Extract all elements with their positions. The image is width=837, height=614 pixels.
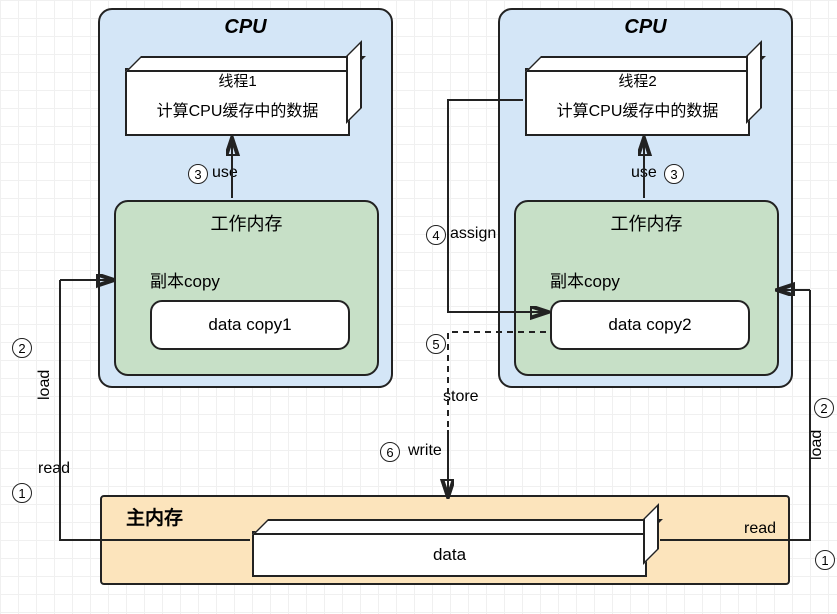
- copy2-label: 副本copy: [550, 267, 620, 292]
- lbl-use-right: use: [631, 164, 657, 182]
- thread1-cube: 线程1 计算CPU缓存中的数据: [125, 68, 350, 136]
- lbl-load-right: load: [808, 430, 826, 460]
- lbl-read-right: read: [744, 520, 776, 538]
- cpu2-title: CPU: [500, 16, 791, 39]
- workmem2-title: 工作内存: [516, 210, 777, 236]
- cpu1-title: CPU: [100, 16, 391, 39]
- lbl-load-left: load: [36, 370, 54, 400]
- main-memory: 主内存 data: [100, 495, 790, 585]
- num-write: 6: [380, 442, 400, 462]
- thread1-text: 计算CPU缓存中的数据: [127, 97, 348, 121]
- num-use-right: 3: [664, 164, 684, 184]
- num-use-left: 3: [188, 164, 208, 184]
- cpu-box-2: CPU 线程2 计算CPU缓存中的数据 工作内存 副本copy data cop…: [498, 8, 793, 388]
- copy1-box: data copy1: [150, 300, 350, 350]
- lbl-use-left: use: [212, 164, 238, 182]
- num-load-left: 2: [12, 338, 32, 358]
- workmem1: 工作内存 副本copy data copy1: [114, 200, 379, 376]
- workmem1-title: 工作内存: [116, 210, 377, 236]
- data-cube: data: [252, 531, 647, 577]
- num-load-right: 2: [814, 398, 834, 418]
- thread2-text: 计算CPU缓存中的数据: [527, 97, 748, 121]
- lbl-store: store: [443, 388, 479, 406]
- copy1-label: 副本copy: [150, 267, 220, 292]
- thread1-label: 线程1: [127, 70, 348, 91]
- thread2-cube: 线程2 计算CPU缓存中的数据: [525, 68, 750, 136]
- num-read-right: 1: [815, 550, 835, 570]
- data-label: data: [254, 533, 645, 577]
- thread2-label: 线程2: [527, 70, 748, 91]
- cpu-box-1: CPU 线程1 计算CPU缓存中的数据 工作内存 副本copy data cop…: [98, 8, 393, 388]
- workmem2: 工作内存 副本copy data copy2: [514, 200, 779, 376]
- num-assign: 4: [426, 225, 446, 245]
- lbl-read-left: read: [38, 460, 70, 478]
- num-read-left: 1: [12, 483, 32, 503]
- num-store: 5: [426, 334, 446, 354]
- copy2-box: data copy2: [550, 300, 750, 350]
- lbl-write: write: [408, 442, 442, 460]
- mainmem-title: 主内存: [126, 503, 183, 530]
- lbl-assign: assign: [450, 225, 496, 243]
